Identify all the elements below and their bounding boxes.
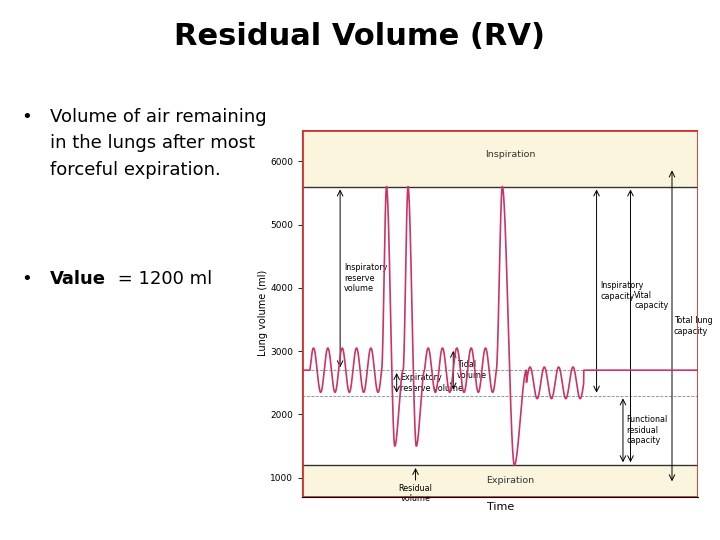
Text: Total lung
capacity: Total lung capacity [674,316,713,335]
Text: Residual
volume: Residual volume [399,483,433,503]
Text: Inspiration: Inspiration [485,151,535,159]
Text: Expiration: Expiration [486,476,534,485]
Text: Vital
capacity: Vital capacity [634,291,669,310]
Bar [302,465,698,497]
Text: •: • [22,270,32,288]
Text: Value: Value [50,270,107,288]
Text: Tidal
volume: Tidal volume [457,361,487,380]
Text: = 1200 ml: = 1200 ml [112,270,212,288]
Text: Expiratory
reserve volume: Expiratory reserve volume [400,373,464,393]
Bar [302,130,698,497]
Bar [302,187,698,465]
Text: Volume of air remaining
in the lungs after most
forceful expiration.: Volume of air remaining in the lungs aft… [50,108,267,179]
Text: Functional
residual
capacity: Functional residual capacity [626,415,668,445]
Y-axis label: Lung volume (ml): Lung volume (ml) [258,270,268,356]
Text: Inspiratory
reserve
volume: Inspiratory reserve volume [344,264,387,293]
Text: Inspiratory
capacity: Inspiratory capacity [600,281,644,301]
Text: Residual Volume (RV): Residual Volume (RV) [174,22,546,51]
Bar [302,130,698,187]
X-axis label: Time: Time [487,502,514,512]
Text: •: • [22,108,32,126]
